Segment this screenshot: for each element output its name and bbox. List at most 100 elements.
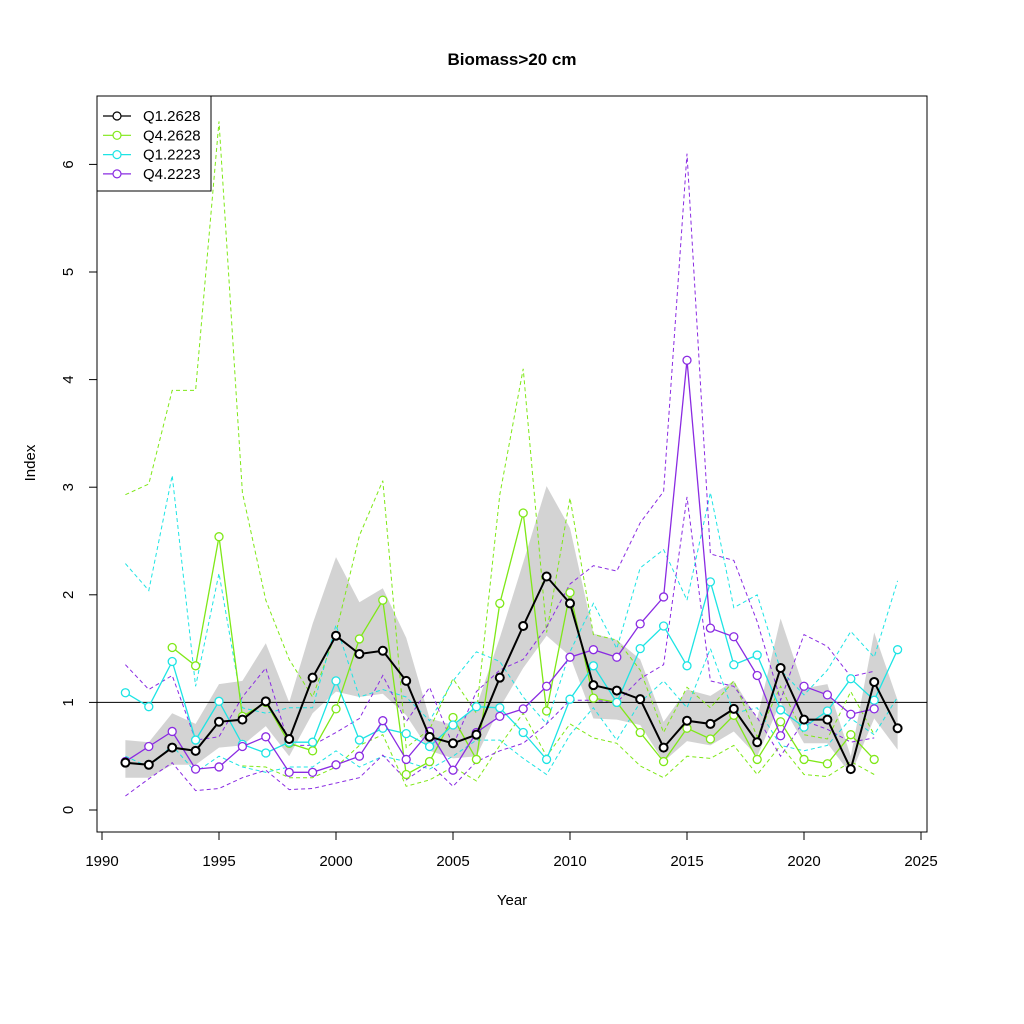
legend-marker [112,150,122,160]
x-tick-label: 2025 [904,853,937,870]
data-point [354,751,365,761]
data-point [144,741,154,752]
data-point [775,731,786,741]
y-tick-label: 5 [60,268,77,276]
data-point [799,714,809,725]
data-point [565,587,575,598]
data-point [846,674,856,684]
data-point [237,741,248,752]
data-point [775,705,786,715]
data-point [752,737,763,748]
data-point [354,735,365,745]
x-tick-label: 2015 [670,853,703,870]
data-point [237,714,248,725]
data-point [167,656,177,667]
data-point [518,727,528,738]
data-point [869,754,879,765]
data-point [120,688,131,698]
data-point [401,754,411,765]
data-point [822,714,833,725]
data-point [284,767,294,777]
data-point [331,630,341,641]
data-point [518,621,529,632]
data-point [822,759,833,769]
legend: Q1.2628 Q4.2628 Q1.2223 Q4.2223 [96,95,212,192]
legend-label: Q4.2223 [143,166,201,183]
data-point [822,706,833,716]
data-point [892,723,903,734]
data-point [307,767,318,777]
data-point [658,756,669,767]
data-point [190,745,201,756]
data-point [541,706,552,716]
x-tick-label: 2010 [553,853,586,870]
data-point [682,715,692,726]
y-tick-label: 3 [60,483,77,491]
data-point [378,595,388,605]
data-point [588,693,599,703]
data-point [705,734,716,744]
data-point [869,704,879,714]
data-point [120,757,131,768]
data-point [190,661,201,671]
data-point [471,754,482,765]
series-upper-line [125,121,875,749]
series-line [125,574,899,772]
data-point [424,756,435,767]
data-point [401,769,411,780]
data-point [541,754,552,765]
data-point [495,703,505,713]
data-point [682,355,692,365]
legend-marker [112,130,122,140]
data-point [635,727,645,738]
data-point [261,732,271,742]
data-point [331,676,341,686]
data-point [846,730,856,740]
series-lower-line [242,712,875,787]
data-point [144,702,154,712]
data-point [612,652,622,662]
data-point [565,694,575,704]
x-tick-label: 1995 [202,853,235,870]
x-tick-label: 2000 [319,853,352,870]
data-point [377,645,388,656]
data-point [331,760,341,770]
data-point [331,704,341,714]
data-point [214,762,224,772]
data-point [354,634,365,644]
data-point [565,652,575,662]
data-point [705,718,716,729]
data-point [354,648,365,659]
data-point [752,754,762,765]
data-point [167,726,177,737]
data-point [190,764,201,774]
data-point [307,746,318,756]
data-point [143,759,154,770]
data-point [448,738,458,749]
data-point [588,680,599,691]
data-point [799,681,809,691]
data-point [822,690,833,700]
data-point [448,720,458,730]
data-point [869,695,879,705]
data-point [611,685,622,696]
data-point [424,731,435,742]
axes: 1990 1995 2000 2005 2010 2015 2020 2025 0 1 2 3 4 5 6 [60,160,938,870]
y-tick-label: 0 [60,806,77,814]
data-point [729,660,739,670]
chart-title: Biomass>20 cm [448,50,577,69]
data-point [565,598,575,609]
data-point [260,696,271,707]
x-tick-label: 2005 [436,853,469,870]
data-point [471,702,482,712]
data-point [635,619,645,629]
series-upper-line [125,153,875,747]
data-point [167,742,178,753]
data-point [635,643,645,654]
data-point [658,742,669,753]
legend-marker [112,111,122,121]
data-point [307,737,318,747]
data-point [775,662,786,673]
y-tick-label: 2 [60,591,77,599]
data-point [518,508,528,518]
